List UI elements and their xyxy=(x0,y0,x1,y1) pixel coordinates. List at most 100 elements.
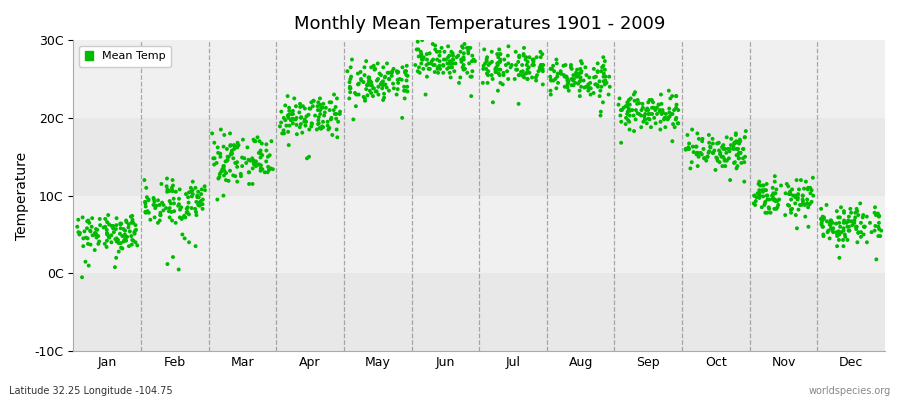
Point xyxy=(453,74,467,81)
Point xyxy=(729,132,743,138)
Point xyxy=(130,242,145,248)
Point xyxy=(806,192,821,199)
Point xyxy=(231,142,246,148)
Point xyxy=(738,134,752,140)
Point xyxy=(868,212,883,218)
Point xyxy=(412,70,427,76)
Point xyxy=(716,146,731,152)
Point xyxy=(737,134,751,140)
Point xyxy=(446,50,460,56)
Point xyxy=(311,120,326,126)
Point xyxy=(124,220,139,226)
Point xyxy=(796,192,810,199)
Point xyxy=(308,112,322,119)
Point xyxy=(760,210,775,216)
Point xyxy=(623,126,637,133)
Point xyxy=(620,101,634,107)
Point xyxy=(794,177,808,183)
Point xyxy=(441,43,455,50)
Point xyxy=(841,217,855,224)
Point xyxy=(849,226,863,232)
Point xyxy=(816,214,831,220)
Point xyxy=(766,192,780,199)
Point xyxy=(699,158,714,164)
Point xyxy=(189,212,203,218)
Point xyxy=(138,209,152,215)
Point xyxy=(522,54,536,60)
Point xyxy=(313,107,328,113)
Point xyxy=(820,218,834,224)
Point xyxy=(281,112,295,119)
Point xyxy=(657,116,671,123)
Point xyxy=(455,45,470,51)
Point xyxy=(753,182,768,189)
Point xyxy=(639,107,653,113)
Point xyxy=(871,224,886,230)
Text: Latitude 32.25 Longitude -104.75: Latitude 32.25 Longitude -104.75 xyxy=(9,386,173,396)
Point xyxy=(597,78,611,84)
Point xyxy=(362,74,376,81)
Point xyxy=(194,186,209,193)
Point xyxy=(522,70,536,76)
Point xyxy=(230,144,245,151)
Point xyxy=(205,130,220,137)
Point xyxy=(115,245,130,252)
Point xyxy=(99,244,113,250)
Point xyxy=(118,236,132,242)
Point xyxy=(535,62,549,68)
Point xyxy=(166,196,181,202)
Point xyxy=(273,123,287,130)
Point xyxy=(760,192,774,199)
Point xyxy=(166,177,180,183)
Point xyxy=(354,76,368,82)
Point xyxy=(356,79,371,85)
Point xyxy=(476,62,491,69)
Point xyxy=(255,152,269,158)
Point xyxy=(590,82,605,88)
Point xyxy=(520,59,535,65)
Point xyxy=(292,101,307,107)
Point xyxy=(304,99,319,106)
Point xyxy=(104,239,119,246)
Point xyxy=(82,220,96,226)
Point xyxy=(634,112,648,119)
Point xyxy=(791,195,806,201)
Point xyxy=(428,46,443,53)
Point xyxy=(354,77,368,84)
Point xyxy=(793,202,807,208)
Point xyxy=(373,70,387,77)
Point xyxy=(128,230,142,237)
Point xyxy=(229,160,243,166)
Point xyxy=(658,124,672,130)
Point xyxy=(598,74,613,80)
Point xyxy=(285,108,300,114)
Point xyxy=(778,212,792,218)
Point xyxy=(310,126,324,133)
Point xyxy=(863,220,878,226)
Point xyxy=(140,208,155,214)
Point xyxy=(107,229,122,235)
Point xyxy=(100,231,114,238)
Point xyxy=(212,174,227,180)
Point xyxy=(419,51,434,57)
Point xyxy=(264,165,278,172)
Point xyxy=(508,76,522,82)
Point xyxy=(119,238,133,244)
Point xyxy=(784,210,798,216)
Point xyxy=(304,120,319,126)
Point xyxy=(637,113,652,120)
Point xyxy=(497,72,511,78)
Point xyxy=(366,85,381,92)
Point xyxy=(312,125,327,131)
Point xyxy=(192,200,206,206)
Point xyxy=(836,228,850,234)
Point xyxy=(364,64,378,70)
Point xyxy=(109,235,123,242)
Point xyxy=(281,93,295,99)
Point xyxy=(172,201,186,207)
Point xyxy=(481,80,495,86)
Point xyxy=(533,48,547,55)
Point xyxy=(138,199,152,205)
Point xyxy=(581,88,596,94)
Point xyxy=(87,247,102,253)
